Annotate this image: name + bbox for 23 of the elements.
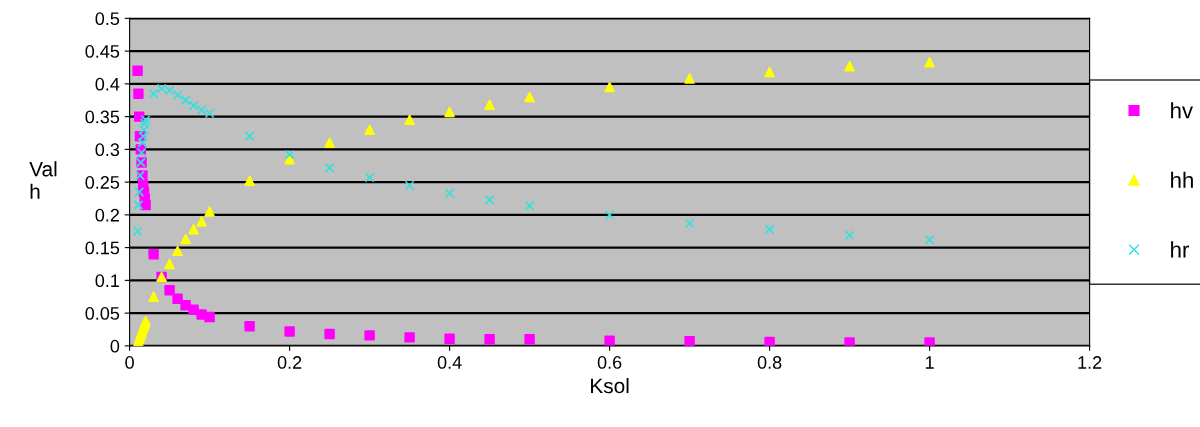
x-axis-title: Ksol bbox=[591, 377, 629, 394]
x-tick-label: 0.4 bbox=[437, 356, 462, 369]
y-tick-label: 0.35 bbox=[85, 110, 120, 124]
x-tick-label: 1 bbox=[925, 356, 934, 369]
legend-label: hr bbox=[1171, 241, 1189, 258]
x-tick-label: 0.6 bbox=[597, 356, 622, 369]
y-tick-label: 0.45 bbox=[85, 45, 120, 58]
y-tick-label: 0.2 bbox=[95, 208, 119, 222]
y-tick-label: 0.15 bbox=[85, 241, 120, 255]
y-tick-label: 0.3 bbox=[95, 143, 120, 157]
y-axis-title: Val h bbox=[29, 161, 57, 199]
x-tick-label: 1.2 bbox=[1078, 356, 1102, 369]
y-tick-label: 0.05 bbox=[85, 307, 120, 320]
y-tick-label: 0.1 bbox=[95, 274, 119, 288]
x-tick-label: 0 bbox=[125, 356, 134, 369]
x-tick-label: 0.8 bbox=[757, 356, 782, 369]
x-tick-label: 0.2 bbox=[277, 356, 302, 369]
legend-label: hh bbox=[1171, 171, 1193, 188]
y-tick-label: 0.4 bbox=[95, 77, 120, 91]
legend-label: hv bbox=[1171, 102, 1193, 119]
y-tick-label: 0.5 bbox=[95, 12, 120, 26]
y-tick-label: 0.25 bbox=[85, 176, 120, 189]
y-tick-label: 0 bbox=[110, 339, 120, 353]
